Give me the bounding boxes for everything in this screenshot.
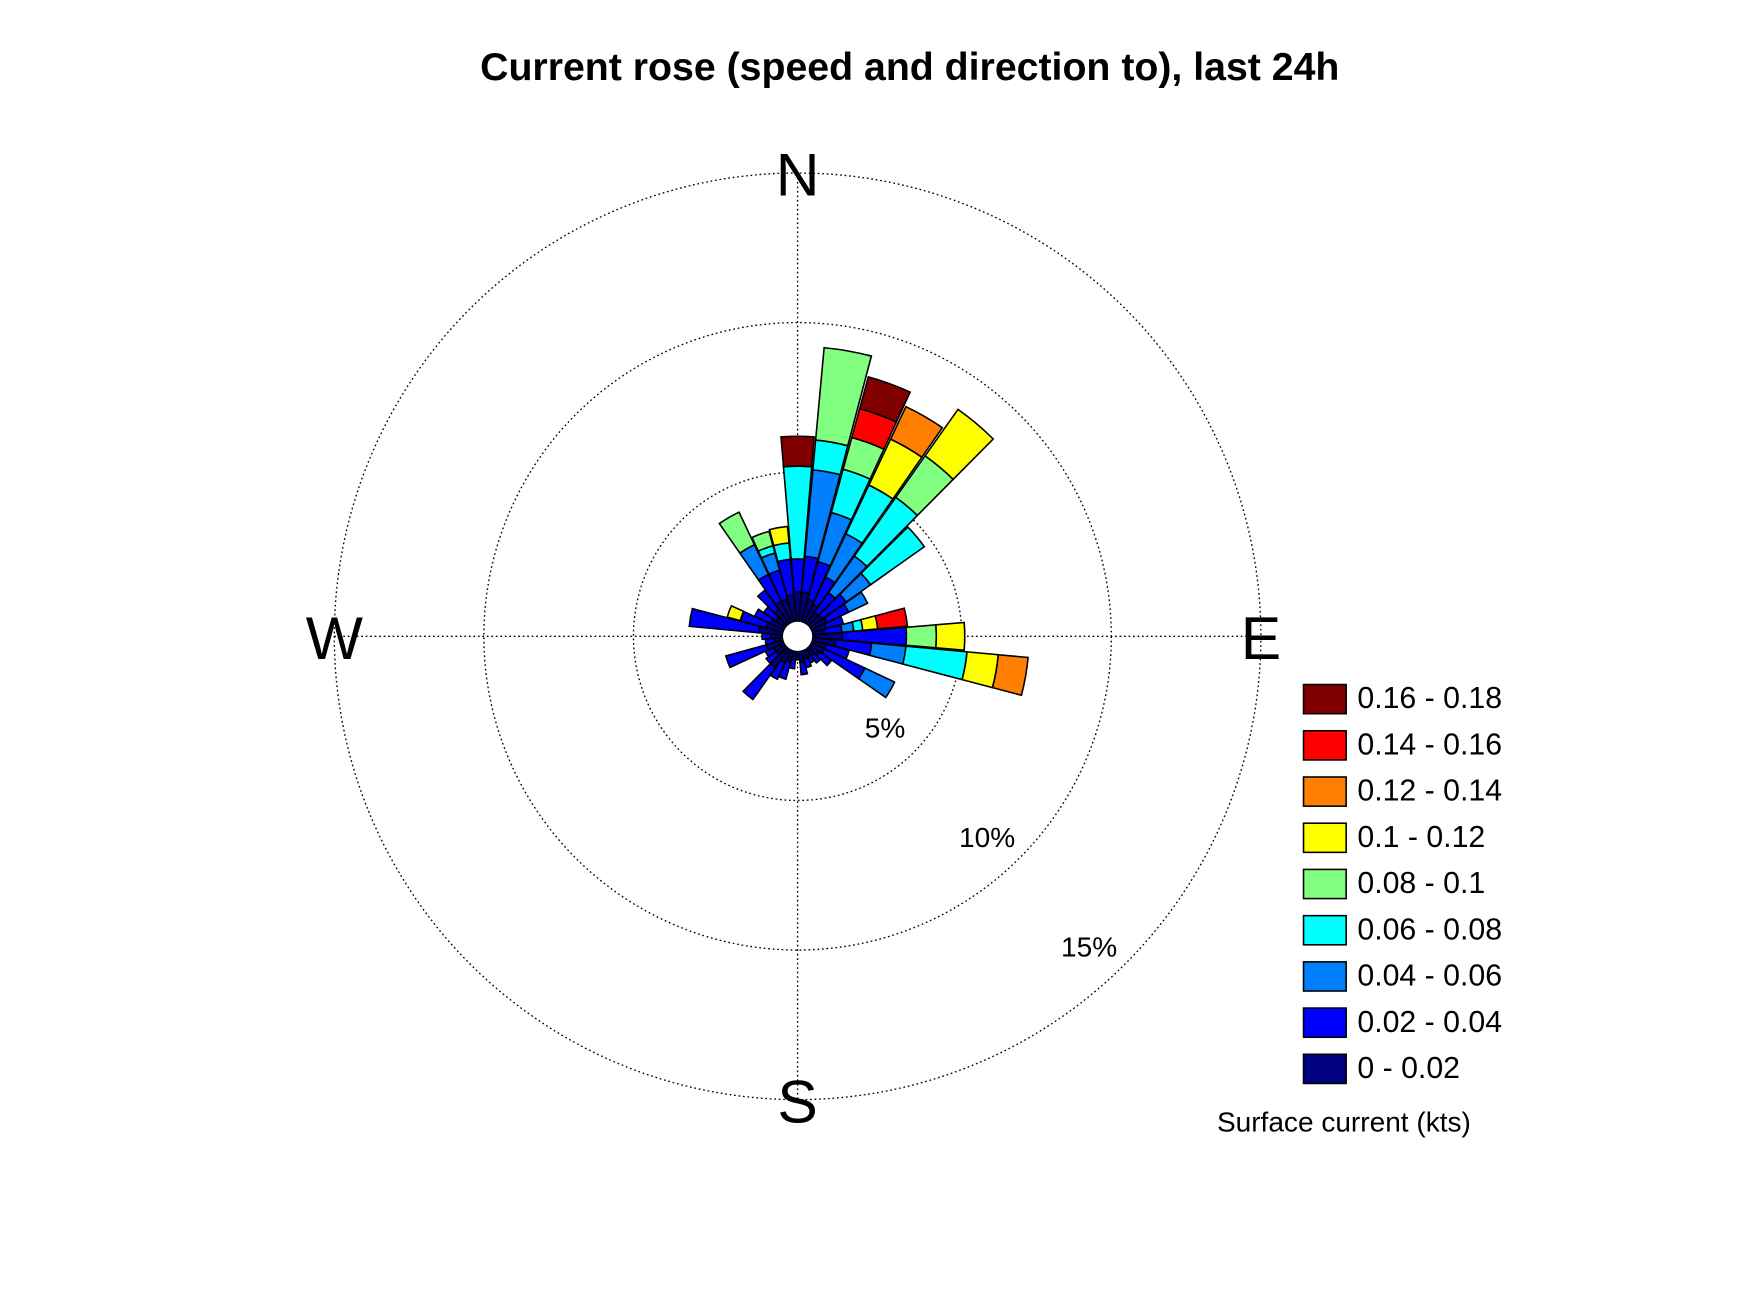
rose-segment	[905, 623, 938, 649]
center-hole	[783, 621, 813, 651]
legend-swatch	[1302, 683, 1347, 715]
direction-label: N	[776, 141, 820, 209]
legend-swatch	[1302, 914, 1347, 946]
rose-segment	[924, 408, 995, 481]
chart-title: Current rose (speed and direction to), l…	[480, 45, 1339, 89]
legend-label: 0.06 - 0.08	[1357, 913, 1502, 946]
legend-swatch	[1302, 776, 1347, 807]
rose-segment	[991, 653, 1029, 697]
legend-label: 0.02 - 0.04	[1357, 1006, 1502, 1039]
r-tick-label: 10%	[959, 822, 1015, 853]
rose-segment	[724, 643, 770, 669]
r-tick-label: 5%	[865, 713, 906, 744]
legend-label: 0.04 - 0.06	[1357, 960, 1502, 993]
legend-label: 0.14 - 0.16	[1357, 728, 1502, 761]
rose-segment	[753, 608, 775, 625]
rose-segment	[815, 650, 833, 667]
legend-label: 0.08 - 0.1	[1357, 867, 1485, 900]
rose-segment	[810, 651, 822, 664]
legend-swatch	[1302, 1053, 1347, 1085]
rose-segment	[859, 525, 926, 586]
rose-segment	[842, 591, 869, 614]
rose-segment	[935, 621, 966, 651]
legend-label: 0.1 - 0.12	[1357, 821, 1485, 854]
legend-label: 0.12 - 0.14	[1357, 775, 1502, 808]
rose-segment	[726, 604, 745, 622]
rose-segment	[868, 642, 907, 665]
rose-segment	[688, 607, 762, 634]
rose-segment	[814, 346, 873, 447]
legend-swatch	[1302, 729, 1347, 761]
rose-segment	[750, 530, 774, 553]
rose-segment	[857, 667, 896, 699]
rose-segment	[961, 651, 1000, 689]
legend-label: 0 - 0.02	[1357, 1052, 1460, 1085]
r-tick-label: 15%	[1061, 931, 1117, 962]
rose-segment	[901, 645, 968, 681]
rose-segment	[768, 525, 790, 547]
legend-swatch	[1302, 822, 1347, 854]
rose-segment	[874, 607, 909, 630]
rose-segment	[889, 405, 944, 459]
legend-label: 0.16 - 0.18	[1357, 682, 1502, 715]
legend-title: Surface current (kts)	[1217, 1107, 1471, 1138]
legend-swatch	[1302, 961, 1347, 992]
rose-segment	[741, 662, 777, 701]
rose-segment	[799, 661, 809, 676]
rose-segment	[718, 511, 756, 555]
rose-segment	[765, 650, 780, 665]
direction-label: E	[1241, 604, 1281, 672]
direction-label: W	[306, 604, 363, 672]
rose-segment	[858, 375, 912, 424]
rose-segment	[780, 435, 816, 468]
legend-swatch	[1302, 1007, 1347, 1039]
direction-label: S	[777, 1067, 817, 1135]
legend-swatch	[1302, 868, 1347, 900]
